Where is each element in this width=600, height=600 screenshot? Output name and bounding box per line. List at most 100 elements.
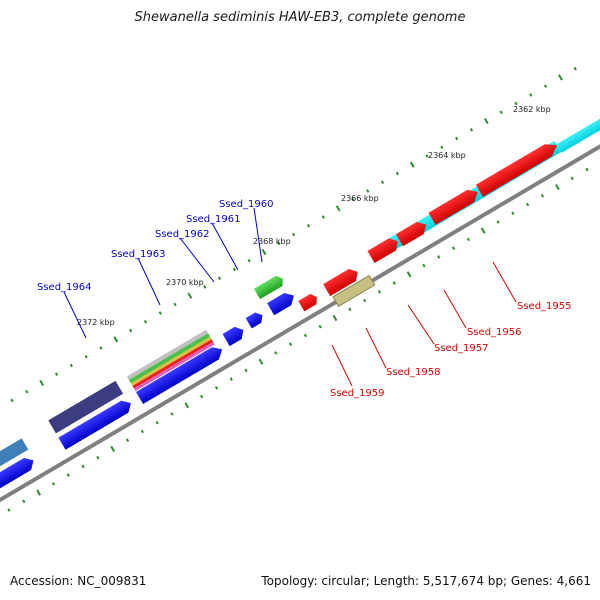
gene-feature-green — [253, 275, 283, 300]
gene-label-ssed-1957: Ssed_1957 — [434, 343, 489, 354]
outer-tick — [395, 171, 399, 176]
inner-tick — [318, 324, 322, 329]
gene-feature-red-2 — [428, 189, 478, 225]
inner-tick — [332, 314, 338, 322]
leader-line-ssed-1962 — [179, 237, 215, 283]
inner-tick — [406, 271, 412, 278]
gene-feature-blue-6 — [0, 457, 34, 497]
outer-tick — [25, 389, 29, 394]
leader-line-ssed-1958 — [365, 327, 387, 369]
ruler-label-2364: 2364 kbp — [428, 151, 466, 160]
ruler-label-2372: 2372 kbp — [77, 318, 115, 327]
gene-feature-multicolor-gray — [126, 329, 209, 380]
gene-feature-red-5 — [323, 268, 358, 297]
inner-tick — [258, 358, 264, 365]
outer-tick — [483, 117, 489, 125]
gene-feature-blue-1 — [267, 293, 294, 316]
inner-tick — [348, 307, 352, 312]
inner-tick — [480, 227, 486, 234]
gene-feature-multicolor-green — [128, 333, 211, 384]
gene-label-ssed-1961: Ssed_1961 — [186, 214, 241, 225]
leader-line-ssed-1959 — [331, 344, 353, 387]
leader-line-ssed-1956 — [443, 289, 467, 329]
outer-tick — [366, 189, 370, 193]
inner-tick — [22, 499, 26, 504]
outer-tick — [143, 320, 148, 324]
outer-tick — [99, 346, 103, 350]
inner-tick — [496, 220, 500, 224]
gene-label-ssed-1962: Ssed_1962 — [155, 229, 210, 240]
inner-tick — [570, 176, 574, 181]
outer-tick — [321, 215, 325, 219]
leader-line-ssed-1955 — [492, 261, 517, 303]
accession-text: Accession: NC_009831 — [10, 574, 147, 588]
inner-tick — [363, 298, 367, 303]
inner-tick — [7, 508, 11, 512]
outer-tick — [203, 285, 207, 289]
gene-feature-darkpurple — [48, 380, 124, 434]
outer-tick — [351, 197, 355, 202]
outer-tick — [113, 336, 119, 343]
ruler-label-2366: 2366 kbp — [341, 194, 379, 203]
inner-tick — [200, 394, 204, 399]
gene-feature-red-4 — [367, 238, 398, 264]
inner-tick — [229, 377, 233, 381]
gene-label-ssed-1955: Ssed_1955 — [517, 301, 572, 312]
inner-tick — [554, 183, 560, 191]
outer-tick — [499, 110, 503, 115]
outer-tick — [232, 267, 236, 272]
outer-tick — [335, 205, 341, 212]
inner-tick — [81, 464, 85, 469]
inner-tick — [585, 167, 589, 172]
outer-tick — [158, 311, 162, 315]
gene-feature-blue-2 — [245, 312, 263, 329]
outer-tick — [292, 232, 296, 237]
genome-summary-text: Topology: circular; Length: 5,517,674 bp… — [261, 574, 591, 588]
gene-feature-olive — [332, 274, 376, 307]
leader-line-ssed-1963 — [137, 257, 161, 306]
gene-label-ssed-1960: Ssed_1960 — [219, 199, 274, 210]
outer-tick — [54, 372, 59, 376]
inner-tick — [140, 429, 144, 434]
inner-tick — [125, 438, 130, 442]
gene-feature-red-1 — [475, 144, 557, 197]
gene-feature-blue-5 — [58, 400, 131, 450]
gene-feature-red-3 — [395, 222, 427, 247]
inner-tick — [51, 482, 56, 486]
outer-tick — [129, 328, 133, 333]
gene-feature-blue-3 — [222, 326, 244, 347]
inner-tick — [437, 255, 441, 259]
outer-tick — [247, 258, 251, 263]
inner-tick — [170, 412, 174, 416]
leader-line-ssed-1957 — [407, 304, 435, 345]
ruler-label-2362: 2362 kbp — [513, 105, 551, 114]
outer-tick — [514, 101, 518, 106]
outer-tick — [217, 276, 222, 280]
inner-tick — [96, 455, 100, 460]
outer-tick — [440, 145, 444, 150]
outer-tick — [558, 74, 563, 81]
gene-label-ssed-1959: Ssed_1959 — [330, 388, 385, 399]
inner-tick-track — [7, 167, 589, 512]
gene-label-ssed-1963: Ssed_1963 — [111, 249, 166, 260]
ruler-label-2368: 2368 kbp — [253, 237, 291, 246]
map-title: Shewanella sediminis HAW-EB3, complete g… — [134, 10, 466, 25]
outer-tick — [277, 241, 281, 246]
inner-tick — [540, 194, 545, 198]
inner-tick — [377, 290, 382, 294]
inner-tick — [214, 386, 219, 390]
ruler-label-2370: 2370 kbp — [166, 278, 204, 287]
outer-tick — [529, 93, 533, 97]
gene-feature-red-6 — [298, 293, 317, 312]
outer-tick — [543, 84, 548, 88]
inner-tick — [288, 342, 293, 346]
inner-tick — [526, 202, 530, 207]
outer-tick — [173, 302, 177, 307]
outer-tick — [84, 354, 88, 359]
gene-feature-multicolor-yellow — [130, 336, 212, 386]
inner-tick — [184, 402, 190, 409]
inner-tick — [392, 281, 396, 285]
outer-tick — [425, 154, 429, 158]
gene-feature-multicolor-red — [132, 339, 214, 389]
